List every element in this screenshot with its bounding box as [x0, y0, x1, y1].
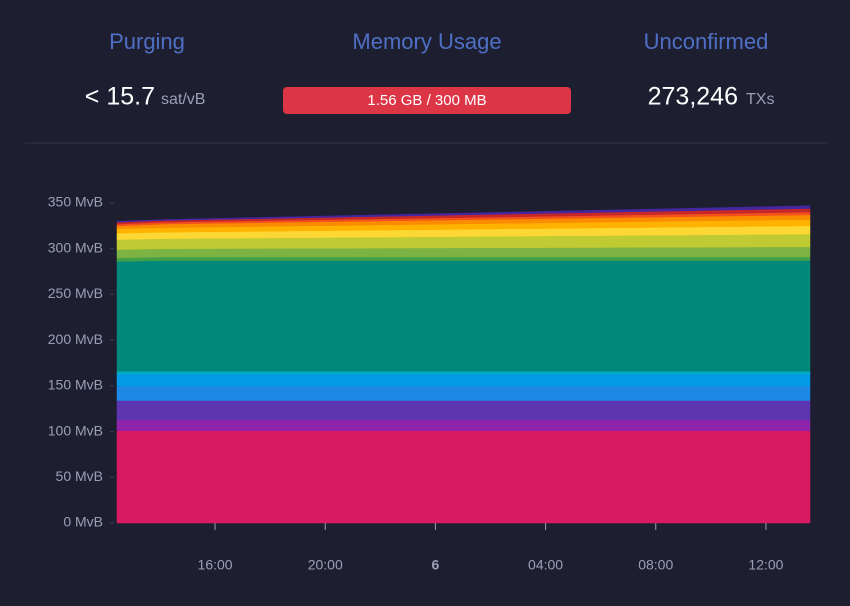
x-tick-label: 16:00 — [198, 557, 233, 573]
stat-unit: sat/vB — [161, 91, 205, 108]
stat-value: 1.56 GB / 300 MB — [367, 92, 486, 109]
y-tick-label: 150 MvB — [48, 377, 103, 393]
x-tick-label: 12:00 — [748, 557, 783, 573]
x-tick-label: 04:00 — [528, 557, 563, 573]
chart: 0 MvB 50 MvB 100 MvB 150 MvB 200 MvB 250 MvB 3… — [48, 194, 811, 573]
x-tick-label: 6 — [432, 557, 440, 573]
stat-title: Unconfirmed — [644, 29, 769, 54]
stat-unit: TXs — [746, 91, 774, 108]
area — [116, 260, 811, 372]
stat-title: Memory Usage — [352, 29, 501, 54]
area — [116, 256, 811, 262]
stat-value: 273,246 — [648, 83, 738, 111]
area — [116, 385, 811, 401]
memory-bar — [283, 87, 571, 114]
stat-title: Purging — [109, 29, 185, 54]
y-tick-label: 0 MvB — [63, 514, 103, 530]
area — [116, 400, 811, 420]
area — [116, 370, 811, 375]
area — [116, 419, 811, 431]
y-tick-label: 300 MvB — [48, 239, 103, 255]
area — [116, 430, 811, 524]
x-tick-label: 08:00 — [638, 557, 673, 573]
y-tick-label: 100 MvB — [48, 422, 103, 438]
stat-value: < 15.7 — [85, 83, 155, 111]
x-tick-label: 20:00 — [308, 557, 343, 573]
y-tick-label: 250 MvB — [48, 285, 103, 301]
y-tick-label: 200 MvB — [48, 331, 103, 347]
y-tick-label: 50 MvB — [56, 468, 103, 484]
area — [116, 205, 811, 223]
y-tick-label: 350 MvB — [48, 194, 103, 210]
area — [116, 373, 811, 387]
